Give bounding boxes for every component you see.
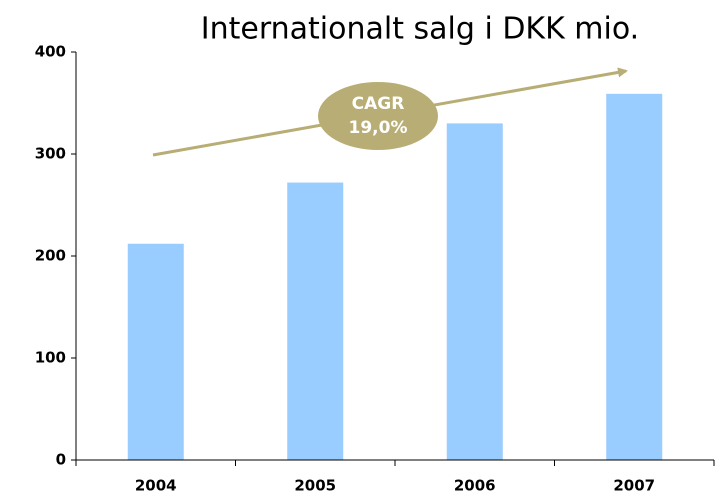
x-tick-label: 2006 [454,477,496,495]
bar [287,182,344,460]
bar [606,93,663,460]
annotation-bubble [318,82,438,150]
x-tick-label: 2004 [135,477,177,495]
x-tick-label: 2007 [613,477,655,495]
annotation-text: 19,0% [349,118,408,138]
y-tick-label: 300 [35,145,66,163]
y-tick-label: 100 [35,349,66,367]
x-tick-label: 2005 [294,477,336,495]
bar [446,123,503,461]
chart-title: Internationalt salg i DKK mio. [201,12,639,47]
bar [127,243,184,460]
annotation-text: CAGR [352,94,405,114]
y-tick-label: 0 [56,451,66,469]
y-tick-label: 200 [35,247,66,265]
y-tick-label: 400 [35,43,66,61]
